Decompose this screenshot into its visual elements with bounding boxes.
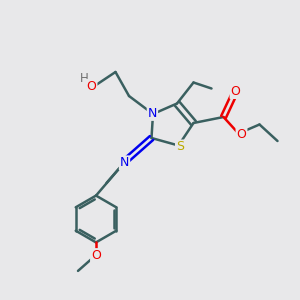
Text: N: N [148, 107, 157, 120]
Text: S: S [176, 140, 184, 154]
Text: H: H [80, 71, 88, 85]
Text: O: O [237, 128, 246, 142]
Text: N: N [120, 156, 129, 170]
Text: O: O [87, 80, 96, 93]
Text: O: O [91, 249, 101, 262]
Text: O: O [231, 85, 240, 98]
